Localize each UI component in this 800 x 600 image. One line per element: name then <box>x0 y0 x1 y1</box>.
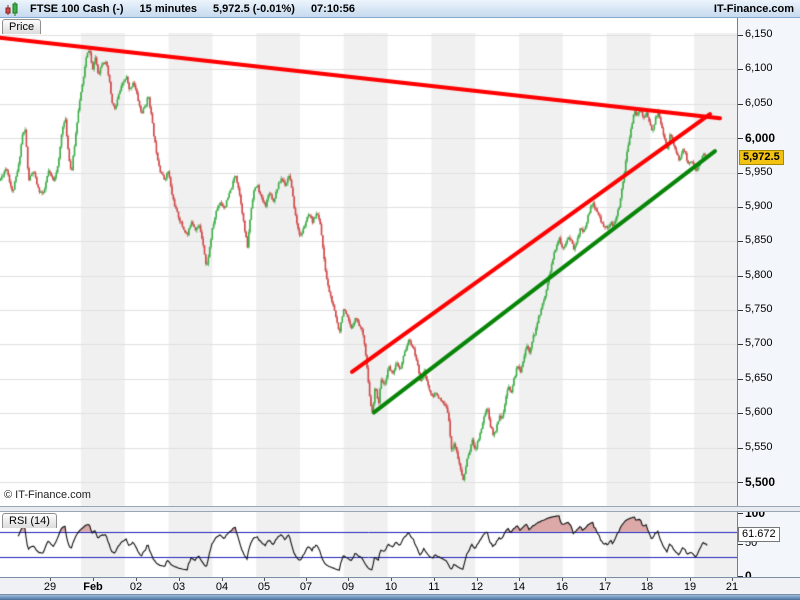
window-frame-bottom <box>0 595 800 600</box>
time-tick <box>93 578 94 581</box>
time-tick-label: 04 <box>215 581 229 593</box>
price-tick-label: 6,100 <box>745 62 773 75</box>
time-tick <box>136 578 137 581</box>
panel-splitter[interactable] <box>0 506 800 512</box>
price-tick-label: 5,500 <box>745 474 776 489</box>
time-axis: 29 Feb 02 03 04 05 07 09 10 11 12 14 16 17 18 19 21 <box>0 577 800 595</box>
quote-time: 07:10:56 <box>310 2 355 15</box>
time-tick-label: 21 <box>725 581 739 593</box>
time-tick <box>732 578 733 581</box>
price-tick-label: 5,650 <box>745 371 773 384</box>
tab-rsi[interactable]: RSI (14) <box>2 513 57 528</box>
price-tick <box>738 481 743 483</box>
price-tick <box>738 344 743 346</box>
price-tick <box>738 413 743 415</box>
current-price-badge: 5,972.5 <box>739 150 784 166</box>
time-tick-label: Feb <box>83 581 103 593</box>
rsi-tick <box>738 575 743 577</box>
time-tick <box>179 578 180 581</box>
rsi-chart-canvas[interactable] <box>0 512 737 577</box>
time-tick-label: 12 <box>470 581 484 593</box>
price-chart-canvas[interactable] <box>0 18 737 506</box>
price-tick <box>738 69 743 71</box>
price-tick <box>738 275 743 277</box>
price-tick <box>738 310 743 311</box>
price-tick <box>738 241 743 243</box>
time-tick <box>434 578 435 581</box>
time-tick <box>477 578 478 581</box>
time-tick-label: 03 <box>172 581 186 593</box>
price-tick <box>738 138 743 140</box>
time-tick <box>391 578 392 581</box>
time-tick <box>50 578 51 581</box>
time-tick-label: 18 <box>640 581 654 593</box>
price-tick-label: 5,550 <box>745 440 773 453</box>
time-tick-label: 17 <box>598 581 612 593</box>
price-axis: 6,150 6,100 6,050 6,000 5,950 5,900 5,850 5,800… <box>737 18 800 506</box>
price-tick <box>738 206 743 208</box>
time-tick-label: 10 <box>384 581 398 593</box>
title-bar: FTSE 100 Cash (-) 15 minutes 5,972.5 (-0… <box>0 0 800 18</box>
time-tick-label: 05 <box>257 581 271 593</box>
time-tick-label: 11 <box>428 581 440 593</box>
price-tick <box>738 447 743 449</box>
rsi-tick <box>738 513 743 514</box>
symbol-name: FTSE 100 Cash (-) <box>30 2 124 15</box>
rsi-tick-label: 0 <box>745 568 752 583</box>
brand-label: IT-Finance.com <box>713 2 794 15</box>
time-tick <box>562 578 563 581</box>
time-tick-label: 29 <box>43 581 57 593</box>
tab-price[interactable]: Price <box>2 19 42 34</box>
time-tick <box>264 578 265 581</box>
time-tick-label: 16 <box>555 581 569 593</box>
price-tick-label: 5,950 <box>745 165 773 178</box>
last-price-change: 5,972.5 (-0.01%) <box>213 2 295 15</box>
time-tick-label: 07 <box>299 581 313 593</box>
price-tick-label: 5,750 <box>745 303 773 315</box>
price-tick-label: 5,800 <box>745 268 773 281</box>
price-tick <box>738 103 743 105</box>
time-tick <box>519 578 520 581</box>
rsi-axis: 100 50 0 <box>737 506 800 583</box>
timeframe-label: 15 minutes <box>139 2 197 15</box>
price-tick-label: 5,700 <box>745 337 773 350</box>
time-tick <box>306 578 307 581</box>
time-tick <box>605 578 606 581</box>
time-tick <box>222 578 223 581</box>
time-tick <box>348 578 349 581</box>
candlestick-icon <box>5 1 20 16</box>
time-tick-label: 09 <box>341 581 355 593</box>
price-tick-label: 6,050 <box>745 96 773 109</box>
rsi-tick <box>738 544 743 546</box>
time-tick <box>690 578 691 581</box>
copyright-watermark: © IT-Finance.com <box>4 489 91 501</box>
price-tick-label: 5,600 <box>745 406 773 419</box>
price-tick <box>738 35 743 36</box>
price-tick-label: 5,850 <box>745 234 773 247</box>
price-tick <box>738 172 743 174</box>
time-tick-label: 19 <box>683 581 697 593</box>
price-tick <box>738 378 743 380</box>
price-tick-label: 5,900 <box>745 199 773 212</box>
price-tick-label: 6,000 <box>745 131 776 146</box>
current-rsi-badge: 61.672 <box>738 527 780 542</box>
price-tick-label: 6,150 <box>745 28 773 40</box>
time-tick-label: 02 <box>129 581 143 593</box>
time-tick <box>647 578 648 581</box>
time-tick-label: 14 <box>512 581 526 593</box>
